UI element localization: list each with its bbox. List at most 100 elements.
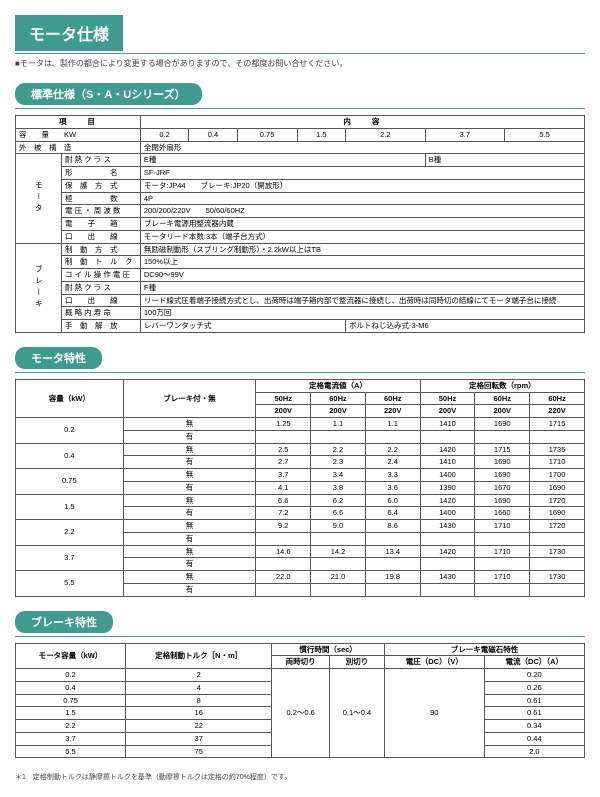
c211: 4.1 [256, 481, 311, 494]
c002: 1.1 [311, 418, 366, 431]
c001: 1.25 [256, 418, 311, 431]
c416 [530, 532, 585, 545]
group-motor: モータ [16, 154, 62, 243]
t3tq1: 4 [126, 681, 272, 694]
t3amp6: 2.0 [484, 745, 584, 758]
v220a: 220V [365, 405, 420, 418]
c006: 1715 [530, 418, 585, 431]
r2v: 全閉外扇形 [140, 141, 584, 154]
r1v6: 3.7 [425, 128, 505, 141]
spec-table: 項 目内 容 容 量 KW 0.2 0.4 0.75 1.5 2.2 3.7 5… [15, 115, 585, 333]
c414 [420, 532, 475, 545]
c601: 22.0 [256, 571, 311, 584]
cap1: 0.4 [16, 443, 124, 469]
c105: 1715 [475, 443, 530, 456]
r16-label: 手 動 解 放 [62, 320, 141, 333]
c301: 6.6 [256, 494, 311, 507]
c503: 13.4 [365, 545, 420, 558]
t3volt-m: 90 [384, 669, 484, 758]
hdr-item: 項 目 [16, 116, 141, 129]
c613 [365, 583, 420, 596]
c205: 1690 [475, 469, 530, 482]
cap6: 5.5 [16, 571, 124, 597]
t3cap2: 0.75 [16, 694, 126, 707]
page-title: モータ仕様 [15, 15, 123, 51]
t3tq0: 2 [126, 669, 272, 682]
c305: 1690 [475, 494, 530, 507]
c113: 2.4 [365, 456, 420, 469]
c106: 1735 [530, 443, 585, 456]
h60b: 60Hz [365, 392, 420, 405]
c312: 6.6 [311, 507, 366, 520]
group-brake: ブレーキ [16, 243, 62, 332]
c004: 1410 [420, 418, 475, 431]
r1v2: 0.4 [189, 128, 237, 141]
section3-title: ブレーキ特性 [15, 611, 113, 633]
c304: 1420 [420, 494, 475, 507]
hdr-content: 内 容 [140, 116, 584, 129]
v200b: 200V [311, 405, 366, 418]
t3-volt: 電圧（DC）（V） [384, 656, 484, 669]
r15v: 100万回 [140, 307, 584, 320]
section1-title: 標準仕様（S・A・Uシリーズ） [15, 83, 202, 105]
c612 [311, 583, 366, 596]
c514 [420, 558, 475, 571]
t3amp5: 0.44 [484, 732, 584, 745]
c212: 3.8 [311, 481, 366, 494]
c303: 6.0 [365, 494, 420, 507]
bk40: 無 [123, 520, 256, 533]
r3v1: E種 [140, 154, 425, 167]
c616 [530, 583, 585, 596]
c515 [475, 558, 530, 571]
r11-label: 制 動 ト ル ク [62, 256, 141, 269]
c016 [530, 430, 585, 443]
c102: 2.2 [311, 443, 366, 456]
t3tq3: 16 [126, 707, 272, 720]
c013 [365, 430, 420, 443]
c415 [475, 532, 530, 545]
r6-label: 極 数 [62, 192, 141, 205]
c011 [256, 430, 311, 443]
c502: 14.2 [311, 545, 366, 558]
r7v: 200/200/220V 50/60/60HZ [140, 205, 584, 218]
c504: 1420 [420, 545, 475, 558]
c511 [256, 558, 311, 571]
r13v: F種 [140, 281, 584, 294]
c505: 1710 [475, 545, 530, 558]
c611 [256, 583, 311, 596]
h60d: 60Hz [530, 392, 585, 405]
r10v: 無励磁制動形（スプリング制動形）・2.2kW以上はTB [140, 243, 584, 256]
c204: 1400 [420, 469, 475, 482]
c402: 9.0 [311, 520, 366, 533]
bk20: 無 [123, 469, 256, 482]
title-underline [15, 53, 585, 54]
r9-label: 口 出 線 [62, 230, 141, 243]
c115: 1690 [475, 456, 530, 469]
c412 [311, 532, 366, 545]
r3v2: B種 [425, 154, 584, 167]
c405: 1710 [475, 520, 530, 533]
t3both-m: 0.2〜0.6 [272, 669, 330, 758]
v200c: 200V [420, 405, 475, 418]
r1v3: 0.75 [237, 128, 297, 141]
section1-underline [15, 108, 585, 109]
c206: 1700 [530, 469, 585, 482]
c203: 3.3 [365, 469, 420, 482]
r13-label: 耐 熱 ク ラ ス [62, 281, 141, 294]
c101: 2.5 [256, 443, 311, 456]
footnote: ＊1 定格制動トルクは静摩擦トルクを基準（動摩擦トルクは定格の約70%程度）です… [15, 772, 585, 782]
c501: 14.6 [256, 545, 311, 558]
section2-underline [15, 372, 585, 373]
c111: 2.7 [256, 456, 311, 469]
cap5: 3.7 [16, 545, 124, 571]
c012 [311, 430, 366, 443]
t3cap0: 0.2 [16, 669, 126, 682]
motor-char-table: 容量（kW）ブレーキ付・無定格電流値（A）定格回転数（rpm）50Hz60Hz6… [15, 379, 585, 597]
c311: 7.2 [256, 507, 311, 520]
v220b: 220V [530, 405, 585, 418]
c316: 1690 [530, 507, 585, 520]
c216: 1690 [530, 481, 585, 494]
c114: 1410 [420, 456, 475, 469]
bk50: 無 [123, 545, 256, 558]
h-cap: 容量（kW） [16, 379, 124, 417]
